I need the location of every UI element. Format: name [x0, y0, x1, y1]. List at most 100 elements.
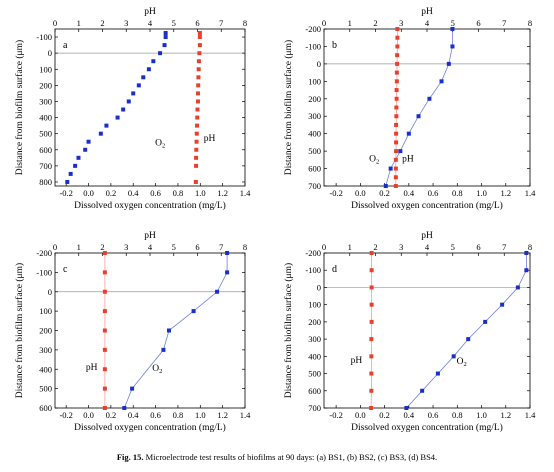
y-tick-label: 500 [39, 129, 52, 139]
ph-data-point [369, 268, 374, 273]
o2-data-point [398, 149, 403, 154]
ph-data-point [102, 347, 107, 352]
y-axis-label: Distance from biofilm surface (μm) [283, 40, 294, 175]
top-x-tick-label: 1 [77, 242, 81, 252]
top-x-tick-label: 7 [219, 18, 223, 28]
top-x-tick-label: 3 [399, 242, 403, 252]
y-tick-label: 0 [48, 48, 52, 58]
o2-data-point [167, 328, 171, 333]
ph-data-point [369, 354, 374, 359]
x-tick-label: 0.2 [379, 410, 390, 420]
y-tick-label: 300 [308, 111, 321, 121]
ph-data-point [194, 139, 199, 144]
o2-data-point [73, 163, 78, 168]
y-tick-label: -200 [305, 24, 321, 34]
series-annotation: O2 [369, 155, 379, 166]
top-x-tick-label: 3 [399, 18, 403, 28]
x-tick-label: 1.2 [500, 188, 511, 198]
o2-data-point [500, 302, 505, 307]
ph-data-point [102, 367, 107, 372]
ph-series-line [370, 253, 373, 409]
y-tick-label: 400 [39, 113, 52, 123]
plot-frame [54, 252, 246, 409]
chart-panel-a: -0.2 0.0 0.2 0.4 0.6 0.8 1.0 1.2 1.4 0 1 2 3 4 5 6 7 8 -10… [14, 7, 251, 211]
top-x-tick-label: 7 [502, 242, 506, 252]
ph-data-point [393, 184, 398, 188]
o2-series-line [406, 253, 527, 409]
ph-data-point [197, 35, 202, 40]
x-tick-label: 1.2 [217, 410, 228, 420]
x-tick-label: 0.0 [83, 410, 94, 420]
y-tick-label: 200 [39, 80, 52, 90]
ph-data-point [369, 337, 374, 342]
panel-label: d [332, 264, 337, 275]
ph-data-point [369, 302, 374, 307]
y-tick-label: 300 [39, 96, 52, 106]
top-x-tick-label: 8 [528, 242, 532, 252]
x-tick-label: 0.0 [355, 188, 366, 198]
series-annotation: pH [204, 134, 216, 144]
o2-data-point [98, 131, 103, 136]
y-tick-label: 100 [308, 300, 321, 310]
y-tick-label: 700 [308, 181, 321, 191]
y-tick-label: -100 [305, 41, 321, 51]
ph-data-point [394, 88, 399, 93]
top-x-tick-label: 8 [243, 18, 247, 28]
y-tick-label: 500 [39, 384, 52, 394]
y-tick-label: 0 [317, 282, 321, 292]
x-tick-label: -0.2 [329, 410, 342, 420]
ph-data-point [394, 114, 399, 119]
caption-label: Fig. 15. [116, 452, 144, 462]
top-x-tick-label: 3 [124, 18, 128, 28]
ph-data-point [195, 123, 200, 128]
top-x-tick-label: 6 [195, 18, 199, 28]
ph-data-point [393, 157, 398, 162]
y-tick-label: 600 [308, 164, 321, 174]
ph-data-point [369, 371, 374, 376]
ph-data-point [194, 147, 199, 152]
top-x-tick-label: 5 [451, 242, 455, 252]
ph-data-point [102, 270, 107, 275]
o2-data-point [215, 289, 220, 294]
y-tick-label: 500 [308, 369, 321, 379]
top-x-tick-label: 2 [373, 242, 377, 252]
series-annotation: pH [402, 155, 414, 165]
o2-data-point [225, 270, 230, 275]
ph-data-point [195, 91, 200, 96]
ph-data-point [197, 51, 202, 56]
x-tick-label: 0.6 [150, 188, 161, 198]
y-tick-label: 400 [39, 364, 52, 374]
y-axis-label: Distance from biofilm surface (μm) [283, 263, 294, 398]
x-tick-label: 0.8 [173, 188, 184, 198]
x-tick-label: 1.4 [525, 188, 536, 198]
x-tick-label: 0.6 [428, 410, 439, 420]
ph-data-point [102, 386, 107, 391]
ph-data-point [102, 251, 107, 255]
o2-data-point [163, 35, 168, 40]
x-axis-label: Dissolved oxygen concentration (mg/L) [74, 422, 226, 433]
o2-data-point [524, 268, 529, 273]
series-annotation: O2 [152, 364, 162, 375]
x-tick-label: 1.4 [240, 188, 251, 198]
o2-data-point [383, 184, 388, 188]
x-tick-label: 0.6 [150, 410, 161, 420]
ph-data-point [395, 61, 400, 66]
o2-data-point [151, 59, 156, 64]
x-tick-label: 0.2 [106, 410, 117, 420]
y-tick-label: 100 [39, 64, 52, 74]
o2-data-point [68, 171, 73, 176]
x-tick-label: 0.0 [355, 410, 366, 420]
o2-data-point [450, 27, 455, 31]
o2-data-point [104, 123, 109, 128]
top-x-tick-label: 0 [322, 242, 326, 252]
y-tick-label: -200 [305, 248, 321, 258]
ph-data-point [195, 115, 200, 120]
y-tick-label: 800 [39, 177, 52, 187]
ph-data-point [197, 31, 202, 36]
o2-data-point [76, 155, 81, 160]
x-tick-label: 0.8 [452, 188, 463, 198]
ph-data-point [394, 70, 399, 75]
ph-data-point [196, 67, 201, 72]
panel-label: b [332, 40, 337, 51]
